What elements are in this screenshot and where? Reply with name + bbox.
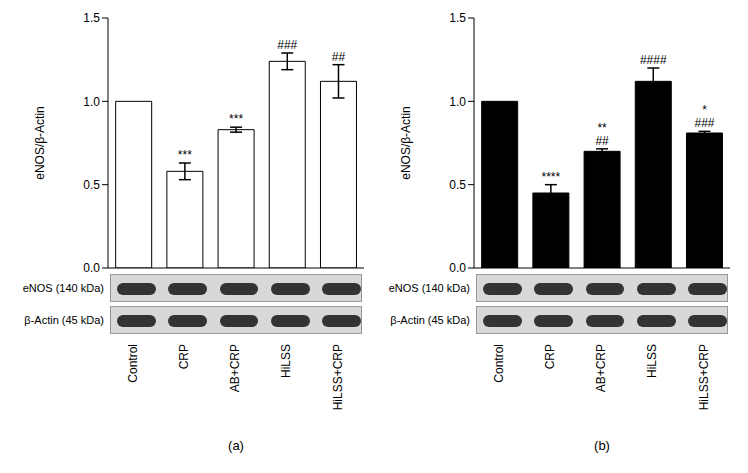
svg-text:Control: Control bbox=[492, 344, 506, 383]
svg-text:0.5: 0.5 bbox=[449, 178, 466, 192]
svg-text:##: ## bbox=[595, 134, 609, 148]
svg-text:1.0: 1.0 bbox=[83, 95, 100, 109]
svg-text:HiLSS: HiLSS bbox=[645, 344, 659, 378]
svg-text:###: ### bbox=[694, 116, 714, 130]
svg-text:***: *** bbox=[178, 148, 192, 162]
svg-text:**: ** bbox=[597, 121, 607, 135]
svg-text:##: ## bbox=[332, 50, 346, 64]
html-text:eNOS (140 kDa): eNOS (140 kDa) bbox=[22, 282, 104, 294]
svg-text:AB+CRP: AB+CRP bbox=[228, 344, 242, 392]
svg-text:Control: Control bbox=[126, 344, 140, 383]
svg-text:HiLSS+CRP: HiLSS+CRP bbox=[331, 344, 345, 410]
svg-text:CRP: CRP bbox=[543, 344, 557, 369]
html-text:β-Actin (45 kDa): β-Actin (45 kDa) bbox=[390, 314, 470, 326]
svg-text:*: * bbox=[702, 103, 707, 117]
svg-text:***: *** bbox=[229, 112, 243, 126]
svg-text:###: ### bbox=[277, 38, 297, 52]
svg-text:AB+CRP: AB+CRP bbox=[594, 344, 608, 392]
svg-text:0.5: 0.5 bbox=[83, 178, 100, 192]
svg-text:0.0: 0.0 bbox=[83, 261, 100, 275]
html-text:eNOS (140 kDa): eNOS (140 kDa) bbox=[388, 282, 470, 294]
svg-text:1.5: 1.5 bbox=[83, 11, 100, 25]
svg-text:1.5: 1.5 bbox=[449, 11, 466, 25]
svg-text:HiLSS+CRP: HiLSS+CRP bbox=[697, 344, 711, 410]
html-text:β-Actin (45 kDa): β-Actin (45 kDa) bbox=[24, 314, 104, 326]
svg-text:eNOS/β-Actin: eNOS/β-Actin bbox=[399, 106, 413, 180]
html-text:(a): (a) bbox=[228, 438, 244, 453]
html-text:(b): (b) bbox=[594, 438, 610, 453]
svg-text:1.0: 1.0 bbox=[449, 95, 466, 109]
svg-text:****: **** bbox=[542, 170, 561, 184]
svg-text:CRP: CRP bbox=[177, 344, 191, 369]
svg-text:####: #### bbox=[640, 53, 667, 67]
svg-text:0.0: 0.0 bbox=[449, 261, 466, 275]
svg-text:HiLSS: HiLSS bbox=[279, 344, 293, 378]
svg-text:eNOS/β-Actin: eNOS/β-Actin bbox=[33, 106, 47, 180]
